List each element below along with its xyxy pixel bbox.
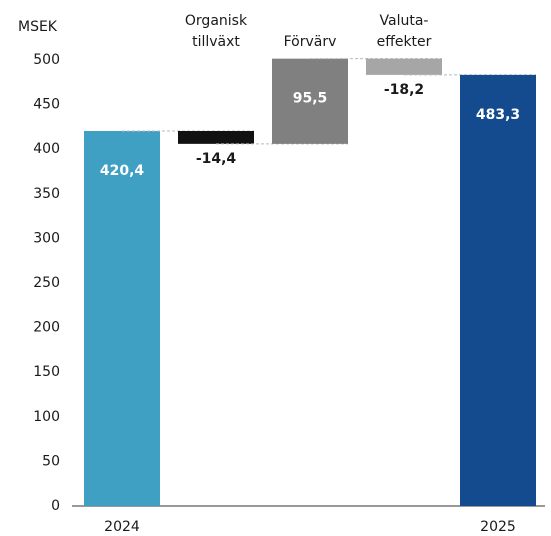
y-tick-label: 50 — [42, 453, 60, 469]
y-tick-label: 450 — [33, 97, 60, 113]
value-label: 483,3 — [476, 107, 520, 123]
bar — [84, 131, 160, 506]
y-tick-label: 250 — [33, 275, 60, 291]
x-tick-label: 2024 — [104, 519, 140, 535]
bar — [460, 74, 536, 507]
bar — [366, 58, 442, 75]
value-label: 95,5 — [293, 91, 328, 107]
y-tick-label: 300 — [33, 230, 60, 246]
y-tick-label: 200 — [33, 320, 60, 336]
x-tick-label: Valuta- — [380, 13, 429, 29]
y-axis-label: MSEK — [18, 19, 58, 35]
y-tick-label: 350 — [33, 186, 60, 202]
y-tick-label: 400 — [33, 141, 60, 157]
y-tick-label: 500 — [33, 52, 60, 68]
x-tick-label: 2025 — [480, 519, 516, 535]
x-tick-label: effekter — [377, 34, 432, 50]
x-tick-label: tillväxt — [192, 34, 240, 50]
bar — [178, 131, 254, 144]
value-label: -14,4 — [196, 151, 237, 167]
y-tick-label: 150 — [33, 364, 60, 380]
y-tick-label: 100 — [33, 409, 60, 425]
bar — [272, 58, 348, 144]
x-tick-label: Förvärv — [284, 34, 337, 50]
x-tick-label: Organisk — [185, 13, 248, 29]
y-tick-label: 0 — [51, 498, 60, 514]
value-label: -18,2 — [384, 82, 424, 98]
value-label: 420,4 — [100, 163, 145, 179]
